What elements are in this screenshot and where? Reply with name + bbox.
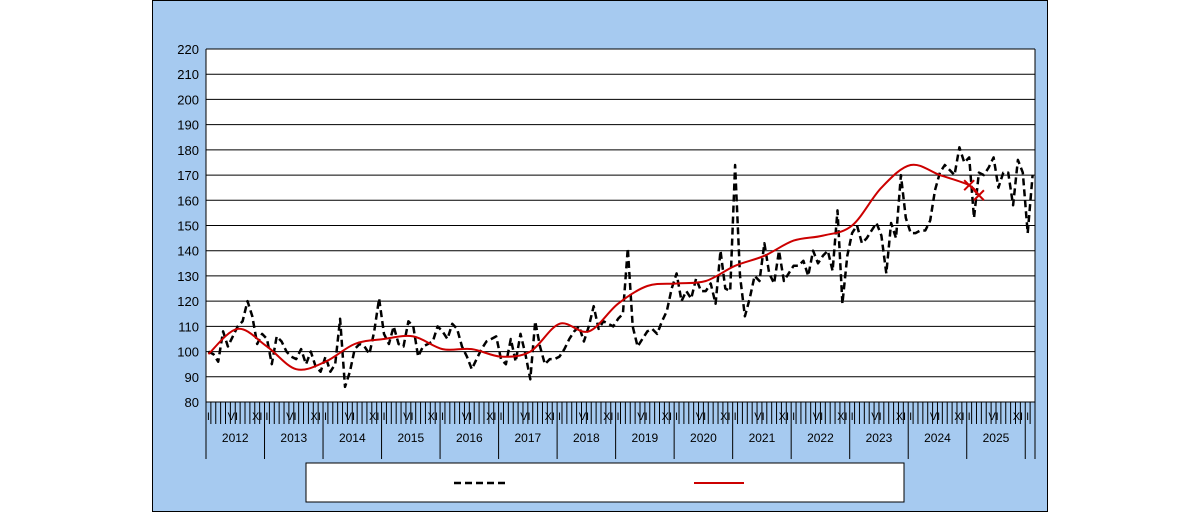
year-label-2018: 2018	[573, 431, 600, 445]
series-layer	[207, 146, 1034, 389]
month-label: VI	[988, 411, 998, 423]
y-tick-label-140: 140	[177, 244, 199, 259]
month-label: I	[792, 411, 795, 423]
month-label: XI	[837, 411, 847, 423]
y-tick-label-220: 220	[177, 42, 199, 57]
month-label: I	[558, 411, 561, 423]
year-label-2017: 2017	[514, 431, 541, 445]
series-2-point-marker	[963, 179, 975, 191]
chart-svg: 80 90 100 110 120 130 140 150 160 170 180 190 200 210…	[177, 42, 1036, 503]
month-label: I	[1026, 411, 1029, 423]
y-tick-label-120: 120	[177, 294, 199, 309]
month-label: VI	[286, 411, 296, 423]
month-label: VI	[462, 411, 472, 423]
month-label: I	[909, 411, 912, 423]
month-label: VI	[871, 411, 881, 423]
legend-box	[305, 462, 905, 503]
month-label: XI	[1013, 411, 1023, 423]
month-label: VI	[345, 411, 355, 423]
month-label: I	[968, 411, 971, 423]
month-label: VI	[520, 411, 530, 423]
month-label: VI	[930, 411, 940, 423]
y-tick-label-180: 180	[177, 143, 199, 158]
year-label-2019: 2019	[632, 431, 659, 445]
month-label: XI	[603, 411, 613, 423]
month-label: XI	[369, 411, 379, 423]
marker-stroke	[963, 179, 975, 191]
year-label-2013: 2013	[280, 431, 307, 445]
year-label-2016: 2016	[456, 431, 483, 445]
month-label: I	[207, 411, 210, 423]
month-label: I	[265, 411, 268, 423]
y-tick-label-190: 190	[177, 118, 199, 133]
month-label: XI	[486, 411, 496, 423]
month-label: VI	[403, 411, 413, 423]
y-tick-label-130: 130	[177, 269, 199, 284]
month-label: VI	[696, 411, 706, 423]
year-label-2015: 2015	[397, 431, 424, 445]
year-label-2025: 2025	[983, 431, 1010, 445]
year-label-2012: 2012	[222, 431, 249, 445]
month-label: XI	[779, 411, 789, 423]
y-tick-label-90: 90	[185, 370, 199, 385]
y-tick-label-160: 160	[177, 193, 199, 208]
marker-stroke	[973, 189, 985, 201]
month-label: XI	[662, 411, 672, 423]
month-label: XI	[720, 411, 730, 423]
gridlines	[206, 48, 1035, 403]
month-label: I	[617, 411, 620, 423]
month-label: I	[382, 411, 385, 423]
y-tick-label-110: 110	[178, 319, 199, 334]
year-label-2022: 2022	[807, 431, 834, 445]
month-label: VI	[813, 411, 823, 423]
month-label: VI	[754, 411, 764, 423]
series-1-line	[207, 146, 1034, 389]
series-2-point-marker	[973, 189, 985, 201]
y-tick-label-100: 100	[177, 345, 199, 360]
month-label: I	[499, 411, 502, 423]
y-tick-label-150: 150	[177, 219, 199, 234]
month-label: XI	[252, 411, 262, 423]
month-label: I	[441, 411, 444, 423]
month-label: XI	[896, 411, 906, 423]
year-label-2014: 2014	[339, 431, 366, 445]
series-2-line	[207, 163, 980, 371]
x-axis: I VI XI I VI XI I VI XI I VI XI I VI XI I VI XI I VI XI I VI XI…	[205, 402, 1036, 459]
year-label-2021: 2021	[749, 431, 776, 445]
year-label-2020: 2020	[690, 431, 717, 445]
month-label: I	[734, 411, 737, 423]
year-label-2024: 2024	[924, 431, 951, 445]
y-tick-label-80: 80	[185, 395, 199, 410]
legend	[305, 462, 905, 503]
month-label: XI	[311, 411, 321, 423]
month-label: I	[851, 411, 854, 423]
month-label: XI	[545, 411, 555, 423]
y-tick-label-170: 170	[177, 168, 199, 183]
month-label: I	[324, 411, 327, 423]
month-label: VI	[637, 411, 647, 423]
chart-frame: 80 90 100 110 120 130 140 150 160 170 180 190 200 210…	[152, 0, 1048, 512]
month-label: VI	[579, 411, 589, 423]
month-label: VI	[228, 411, 238, 423]
y-tick-label-200: 200	[177, 92, 199, 107]
month-label: XI	[954, 411, 964, 423]
year-label-2023: 2023	[866, 431, 893, 445]
month-label: I	[675, 411, 678, 423]
month-label: XI	[428, 411, 438, 423]
y-tick-label-210: 210	[177, 67, 199, 82]
y-axis: 80 90 100 110 120 130 140 150 160 170 180 190 200 210…	[177, 42, 1036, 410]
